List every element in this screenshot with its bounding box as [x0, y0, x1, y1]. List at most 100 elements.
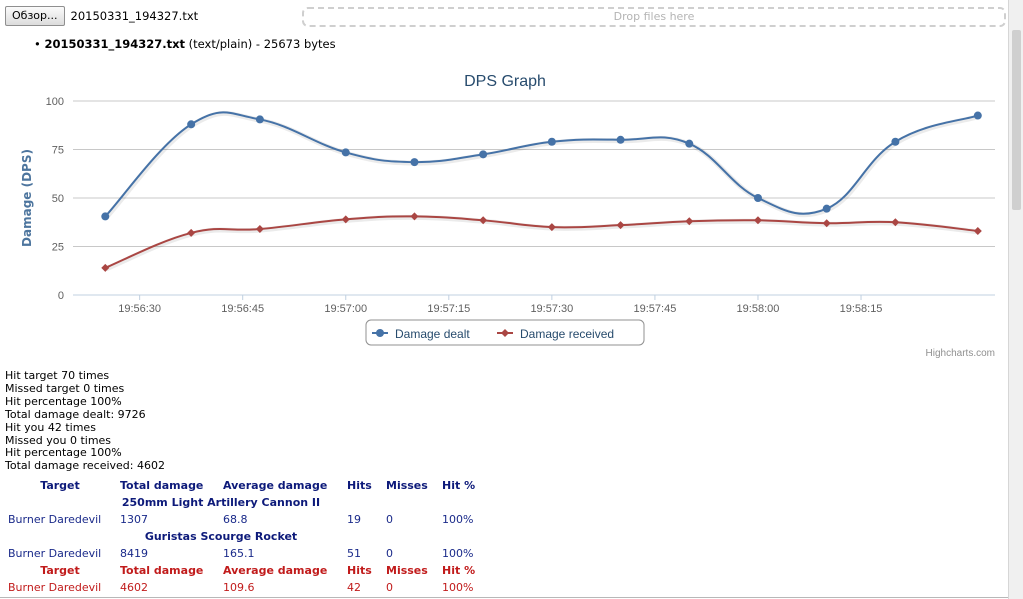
table-row: Burner Daredevil 8419 165.1 51 0 100%: [4, 545, 496, 562]
table-cell: 4602: [120, 581, 148, 594]
weapon-group-row: 250mm Light Artillery Cannon II: [4, 494, 496, 511]
stat-line: Hit target 70 times: [5, 369, 110, 382]
stat-line: Missed you 0 times: [5, 433, 112, 447]
x-axis-ticks: 19:56:30 19:56:45 19:57:00 19:57:15 19:57:30…: [118, 295, 882, 315]
x-tick-label: 19:57:45: [634, 303, 677, 315]
column-header: Total damage: [120, 479, 204, 492]
data-point-damage-dealt[interactable]: [255, 115, 264, 124]
x-tick-label: 19:57:30: [530, 303, 573, 315]
legend-marker-received: [501, 329, 509, 337]
table-row: Burner Daredevil 4602 109.6 42 0 100%: [4, 579, 496, 596]
table-cell: 68.8: [223, 513, 248, 526]
data-point-damage-received[interactable]: [822, 219, 831, 228]
data-point-damage-dealt[interactable]: [187, 120, 196, 129]
table-cell: 109.6: [223, 581, 255, 594]
column-header: Total damage: [120, 564, 204, 577]
data-point-damage-received[interactable]: [973, 226, 982, 235]
damage-dealt-table: Target Total damage Average damage Hits Miss…: [4, 477, 496, 562]
upload-row: Обзор... 20150331_194327.txt: [5, 6, 198, 26]
highcharts-credits[interactable]: Highcharts.com: [926, 348, 995, 359]
chart-svg: DPS Graph Damage (DPS) 0 25 50 75 100 19:56:…: [20, 73, 995, 359]
data-point-damage-received[interactable]: [255, 225, 264, 234]
weapon-group-row: Guristas Scourge Rocket: [4, 528, 496, 545]
legend-item-damage-received[interactable]: Damage received: [497, 327, 614, 341]
data-point-damage-received[interactable]: [753, 216, 762, 225]
data-point-damage-dealt[interactable]: [822, 204, 831, 213]
dps-chart: DPS Graph Damage (DPS) 0 25 50 75 100 19:56:…: [0, 62, 1005, 362]
chart-legend[interactable]: Damage dealt Damage received: [365, 319, 645, 346]
data-point-damage-received[interactable]: [410, 212, 419, 221]
table-cell: 51: [347, 547, 361, 560]
data-point-damage-received[interactable]: [685, 217, 694, 226]
vertical-scrollbar[interactable]: [1008, 0, 1023, 599]
file-info: • 20150331_194327.txt (text/plain) - 256…: [34, 37, 336, 51]
table-cell: 19: [347, 513, 361, 526]
data-point-damage-dealt[interactable]: [341, 148, 350, 157]
series-shadow-damage-dealt: [104, 110, 980, 220]
stat-line: Missed target 0 times: [5, 381, 125, 395]
column-header: Hits: [347, 564, 372, 577]
column-header: Average damage: [223, 479, 328, 492]
x-tick-label: 19:58:15: [840, 303, 883, 315]
series-layer: [101, 110, 982, 272]
data-point-damage-dealt[interactable]: [410, 158, 419, 167]
data-point-damage-dealt[interactable]: [973, 111, 982, 120]
stat-line: Hit percentage 100%: [5, 394, 122, 408]
data-point-damage-dealt[interactable]: [753, 194, 762, 202]
data-point-damage-received[interactable]: [341, 215, 350, 224]
data-point-damage-received[interactable]: [187, 228, 196, 237]
data-point-damage-received[interactable]: [616, 221, 625, 230]
data-point-damage-dealt[interactable]: [479, 150, 488, 159]
table-cell: 165.1: [223, 547, 255, 560]
legend-marker-dealt: [376, 329, 384, 337]
table-header-row: Target Total damage Average damage Hits Miss…: [4, 562, 496, 579]
data-point-damage-dealt[interactable]: [616, 135, 625, 144]
file-info-name: 20150331_194327.txt: [44, 37, 186, 51]
series-line-damage-dealt: [104, 111, 979, 218]
column-header: Target: [40, 564, 80, 577]
table-cell: Burner Daredevil: [8, 547, 102, 560]
table-cell: 100%: [442, 513, 474, 526]
table-cell: Burner Daredevil: [8, 513, 102, 526]
table-cell: 0: [386, 513, 393, 526]
table-header-row: Target Total damage Average damage Hits Miss…: [4, 477, 496, 494]
data-point-damage-received[interactable]: [891, 218, 900, 227]
data-point-damage-received[interactable]: [479, 216, 488, 225]
data-point-damage-dealt[interactable]: [685, 139, 694, 148]
stat-line: Total damage dealt: 9726: [5, 407, 146, 421]
table-cell: 0: [386, 547, 393, 560]
file-info-details: (text/plain) - 25673 bytes: [188, 37, 336, 51]
grid-lines: [73, 100, 995, 296]
data-point-damage-received[interactable]: [547, 223, 556, 232]
table-row: Burner Daredevil 1307 68.8 19 0 100%: [4, 511, 496, 528]
data-point-damage-received[interactable]: [101, 263, 110, 272]
stat-line: Hit percentage 100%: [5, 446, 122, 460]
data-point-damage-dealt[interactable]: [101, 212, 110, 221]
table-cell: 0: [386, 581, 393, 594]
table-cell: 8419: [120, 547, 148, 560]
stat-line: Total damage received: 4602: [5, 459, 165, 473]
table-cell: Burner Daredevil: [8, 581, 102, 594]
legend-item-damage-dealt[interactable]: Damage dealt: [372, 327, 470, 341]
column-header: Hit %: [442, 479, 476, 492]
scrollbar-thumb[interactable]: [1012, 30, 1021, 210]
column-header: Target: [40, 479, 80, 492]
table-cell: 42: [347, 581, 361, 594]
selected-file-name: 20150331_194327.txt: [70, 9, 199, 23]
y-axis-label: Damage (DPS): [20, 149, 34, 247]
x-tick-label: 19:58:00: [737, 303, 780, 315]
legend-label-received: Damage received: [520, 327, 614, 341]
data-point-damage-dealt[interactable]: [547, 137, 556, 146]
y-tick-label: 50: [52, 193, 64, 205]
data-point-damage-dealt[interactable]: [891, 137, 900, 146]
weapon-name: Guristas Scourge Rocket: [144, 530, 298, 543]
drop-zone[interactable]: Drop files here: [302, 7, 1006, 27]
x-tick-label: 19:56:30: [118, 303, 161, 315]
x-tick-label: 19:56:45: [221, 303, 264, 315]
table-cell: 100%: [442, 581, 474, 594]
stat-line: Hit you 42 times: [5, 420, 96, 434]
browse-button[interactable]: Обзор...: [5, 6, 65, 26]
weapon-name: 250mm Light Artillery Cannon II: [121, 496, 321, 509]
x-tick-label: 19:57:00: [324, 303, 367, 315]
y-tick-label: 0: [58, 290, 64, 302]
